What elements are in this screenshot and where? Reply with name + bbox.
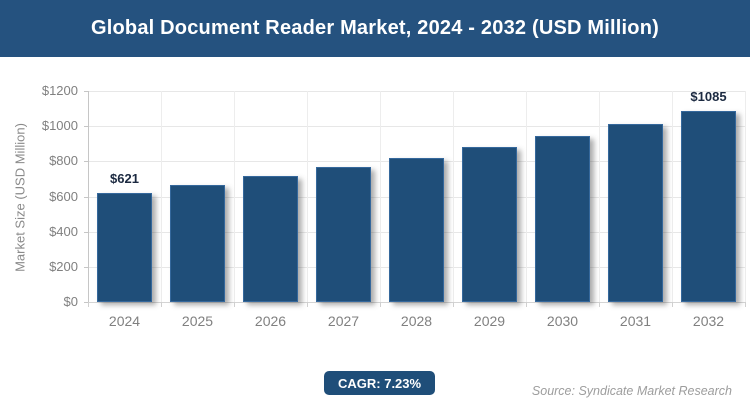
y-axis-line (88, 91, 89, 302)
x-gridline (526, 91, 527, 302)
x-tick-mark (526, 302, 527, 307)
y-tick-label: $200 (49, 258, 78, 274)
x-gridline (234, 91, 235, 302)
y-tick-label: $0 (63, 294, 78, 309)
y-gridline (88, 302, 745, 303)
y-tick-mark (84, 91, 88, 92)
bar-value-label-2032: $1085 (690, 89, 727, 105)
x-tick-mark (599, 302, 600, 307)
bar-2026 (243, 176, 298, 302)
x-tick-label-2032: 2032 (692, 313, 725, 329)
x-tick-label-2025: 2025 (181, 313, 214, 329)
x-tick-label-2029: 2029 (473, 313, 506, 329)
x-tick-mark (380, 302, 381, 307)
x-tick-mark (88, 302, 89, 307)
x-tick-mark (307, 302, 308, 307)
bar-value-label-2024: $621 (110, 170, 139, 186)
y-tick-mark (84, 161, 88, 163)
y-tick-mark (84, 126, 88, 128)
x-gridline (307, 91, 308, 302)
bar-2032 (681, 111, 736, 302)
y-tick-label: $400 (49, 223, 78, 239)
y-tick-mark (84, 302, 88, 303)
x-tick-mark (161, 302, 162, 307)
y-tick-mark (84, 196, 88, 198)
x-tick-label-2031: 2031 (619, 313, 652, 329)
cagr-badge: CAGR: 7.23% (324, 371, 436, 395)
y-gridline (88, 126, 745, 128)
cagr-badge-label: CAGR: 7.23% (338, 375, 422, 391)
y-tick-label: $1200 (41, 83, 78, 98)
chart-title: Global Document Reader Market, 2024 - 20… (90, 17, 660, 39)
bar-2027 (316, 167, 371, 302)
x-gridline (599, 91, 600, 302)
x-gridline (380, 91, 381, 302)
x-gridline (745, 91, 746, 302)
x-tick-mark (453, 302, 454, 307)
x-tick-mark (672, 302, 673, 307)
x-tick-label-2026: 2026 (254, 313, 287, 329)
bar-2028 (389, 157, 444, 302)
x-gridline (453, 91, 454, 302)
x-tick-label-2030: 2030 (546, 313, 579, 329)
y-tick-label: $1000 (41, 118, 78, 134)
y-tick-label: $800 (49, 153, 78, 169)
x-tick-label-2027: 2027 (327, 313, 360, 329)
bar-2025 (170, 184, 225, 302)
y-tick-mark (84, 231, 88, 233)
source-caption: Source: Syndicate Market Research (531, 384, 732, 398)
x-gridline (672, 91, 673, 302)
x-gridline (161, 91, 162, 302)
bar-2030 (535, 136, 590, 302)
y-gridline (88, 91, 745, 92)
y-tick-mark (84, 266, 88, 268)
y-tick-label: $600 (49, 188, 78, 204)
bar-2029 (462, 147, 517, 302)
x-tick-label-2024: 2024 (108, 313, 141, 329)
chart-title-bar: Global Document Reader Market, 2024 - 20… (0, 0, 750, 57)
x-tick-mark (745, 302, 746, 307)
x-tick-mark (234, 302, 235, 307)
bar-2024 (97, 192, 152, 302)
x-tick-label-2028: 2028 (400, 313, 433, 329)
bar-2031 (608, 124, 663, 302)
